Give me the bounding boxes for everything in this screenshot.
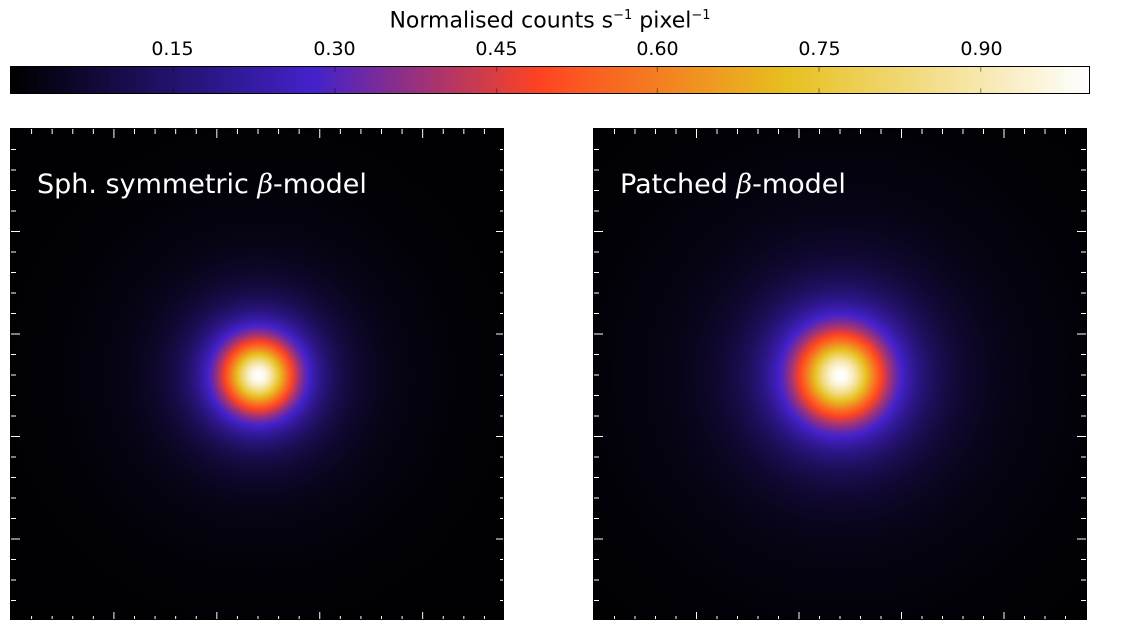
colorbar-tick-label: 0.15 [151,38,194,60]
panel-spherical-beta-model: Sph. symmetric β-model [10,128,504,620]
colorbar-label: Normalised counts s−1 pixel−1 [389,8,711,34]
axis-ticks [11,129,503,619]
colorbar-tick-label: 0.45 [475,38,518,60]
panel-title: Sph. symmetric β-model [37,169,367,200]
surface-brightness-image [11,129,503,619]
colorbar-tick-label: 0.30 [313,38,356,60]
panel-patched-beta-model: Patched β-model [593,128,1087,620]
colorbar-tick-label: 0.75 [798,38,841,60]
panel-title: Patched β-model [620,169,846,200]
axis-ticks [594,129,1086,619]
colorbar [10,66,1090,94]
colorbar-tick-label: 0.60 [636,38,679,60]
colorbar-tick-label: 0.90 [960,38,1003,60]
surface-brightness-image [594,129,1086,619]
